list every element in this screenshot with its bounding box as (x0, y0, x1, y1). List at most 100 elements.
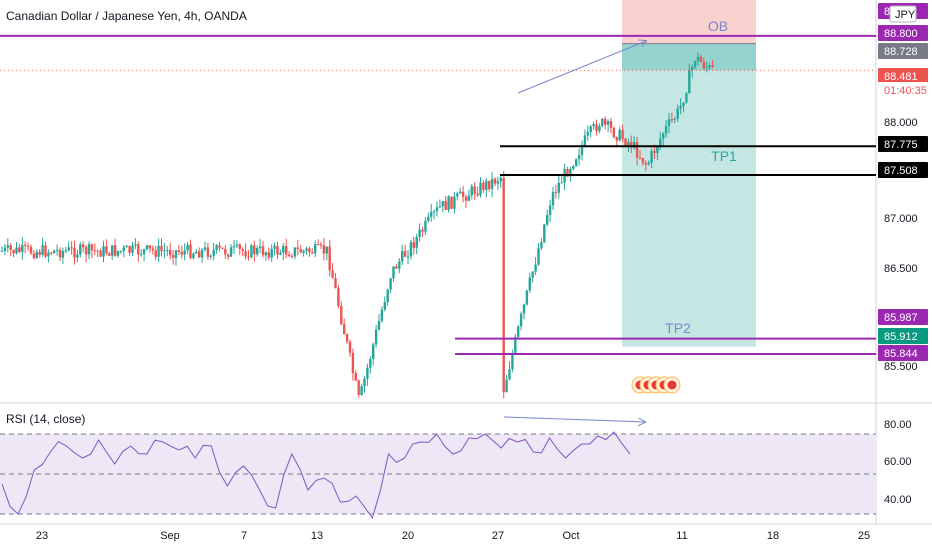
candle (511, 349, 514, 373)
candle (592, 121, 595, 130)
candle-body (493, 178, 497, 184)
candle-body (171, 255, 175, 258)
candle (15, 242, 18, 255)
candle-body (461, 191, 465, 197)
candle (137, 241, 140, 262)
candle (380, 306, 384, 323)
candle-body (528, 277, 531, 291)
candle-body (560, 182, 563, 184)
candle (548, 199, 552, 222)
candle-body (693, 61, 697, 67)
candle-body (351, 352, 355, 374)
candle-body (601, 118, 604, 126)
candle (183, 243, 186, 261)
candle (662, 132, 665, 146)
candle-body (612, 127, 616, 138)
candle (305, 246, 308, 255)
tp2-target-badge-text: 85.912 (884, 331, 918, 343)
candle-body (395, 266, 398, 269)
currency-badge[interactable]: JPY (889, 5, 917, 23)
target-zone[interactable] (622, 43, 756, 347)
candle-body (12, 249, 15, 254)
candle-body (224, 248, 227, 255)
candle (696, 51, 700, 66)
candle (261, 240, 265, 258)
candle-body (464, 196, 468, 201)
candle-body (551, 192, 555, 206)
candle (316, 239, 320, 246)
candle-body (15, 247, 18, 254)
candle-body (598, 125, 601, 132)
candle (348, 339, 352, 357)
candle (256, 245, 259, 257)
candle-body (696, 56, 700, 62)
candle (453, 192, 456, 214)
candle (76, 249, 79, 263)
rsi-trend-line[interactable] (503, 416, 645, 422)
candle (401, 244, 404, 266)
price-trend-line[interactable] (517, 41, 646, 94)
time-tick-label: 27 (492, 530, 504, 542)
candle (140, 249, 143, 257)
candle-body (621, 129, 624, 139)
candle (557, 175, 560, 199)
stop-zone[interactable] (622, 0, 756, 44)
candle (67, 241, 70, 252)
candle-body (209, 255, 212, 257)
candle (366, 363, 369, 386)
tp2-target-badge (878, 328, 928, 344)
candle (111, 245, 114, 261)
rsi-line[interactable] (1, 431, 631, 520)
ob-top-badge-text: 88.800 (884, 28, 918, 40)
candle (157, 238, 160, 263)
candle-body (212, 249, 215, 256)
candle (93, 243, 96, 256)
candle-body (604, 118, 607, 125)
candle (258, 238, 262, 253)
candle-body (609, 121, 613, 128)
candle-body (618, 129, 621, 141)
candle (444, 195, 447, 210)
candle (534, 257, 537, 275)
candle (537, 243, 540, 266)
candle-body (531, 271, 534, 278)
candle-body (189, 244, 192, 258)
candle (267, 247, 270, 261)
candle (9, 242, 12, 257)
event-flag-icon[interactable] (663, 376, 681, 394)
candle (467, 189, 471, 201)
candle-body (264, 252, 268, 256)
candle (177, 245, 181, 256)
candle-body (479, 182, 482, 196)
candle-body (41, 245, 44, 255)
candle-body (554, 192, 558, 194)
candle (612, 126, 616, 139)
time-tick-label: 25 (858, 530, 870, 542)
candle (522, 303, 526, 320)
candle-body (3, 247, 7, 251)
candle (519, 311, 523, 331)
candle (322, 237, 326, 261)
candle (372, 342, 375, 366)
candle (166, 245, 169, 257)
candle-body (656, 146, 659, 154)
candle (490, 172, 494, 197)
candle (174, 249, 178, 266)
candle-body (293, 247, 297, 257)
candle (412, 236, 415, 255)
candle (693, 60, 697, 70)
candle (198, 247, 201, 258)
candle (247, 250, 250, 261)
candle (163, 242, 166, 259)
candle (325, 246, 328, 261)
candle-body (18, 247, 21, 252)
candle-body (325, 246, 328, 254)
candle (229, 244, 233, 257)
time-tick-label: 23 (36, 530, 48, 542)
candle-body (122, 247, 125, 251)
candle-body (638, 157, 642, 159)
candle-body (537, 248, 540, 265)
candle-body (166, 249, 169, 251)
